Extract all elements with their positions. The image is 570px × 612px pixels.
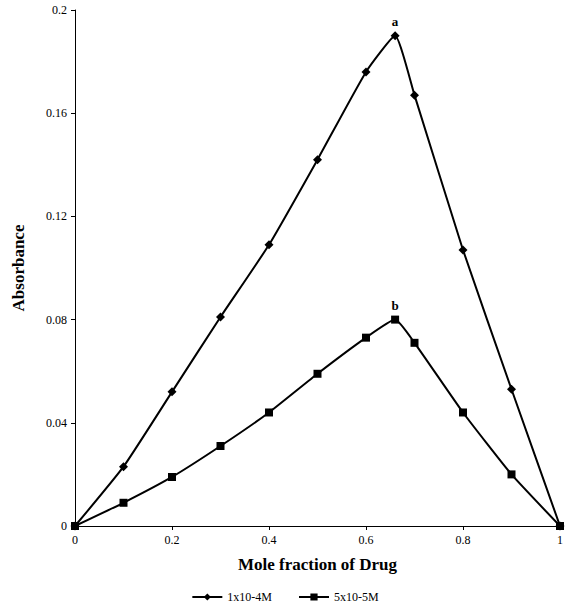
svg-text:Mole fraction of Drug: Mole fraction of Drug — [238, 555, 398, 574]
svg-text:a: a — [392, 14, 399, 29]
svg-text:0: 0 — [72, 533, 78, 547]
svg-text:5x10-5M: 5x10-5M — [334, 590, 379, 604]
svg-text:b: b — [391, 298, 398, 313]
svg-text:1x10-4M: 1x10-4M — [227, 590, 272, 604]
svg-text:0: 0 — [61, 519, 67, 533]
svg-text:0.2: 0.2 — [165, 533, 180, 547]
svg-text:0.04: 0.04 — [46, 416, 67, 430]
svg-text:0.2: 0.2 — [52, 3, 67, 17]
svg-text:0.8: 0.8 — [456, 533, 471, 547]
svg-text:0.08: 0.08 — [46, 313, 67, 327]
svg-text:0.4: 0.4 — [262, 533, 277, 547]
svg-text:0.16: 0.16 — [46, 106, 67, 120]
svg-text:0.6: 0.6 — [359, 533, 374, 547]
svg-text:0.12: 0.12 — [46, 209, 67, 223]
svg-text:Absorbance: Absorbance — [9, 224, 28, 311]
svg-text:1: 1 — [557, 533, 563, 547]
